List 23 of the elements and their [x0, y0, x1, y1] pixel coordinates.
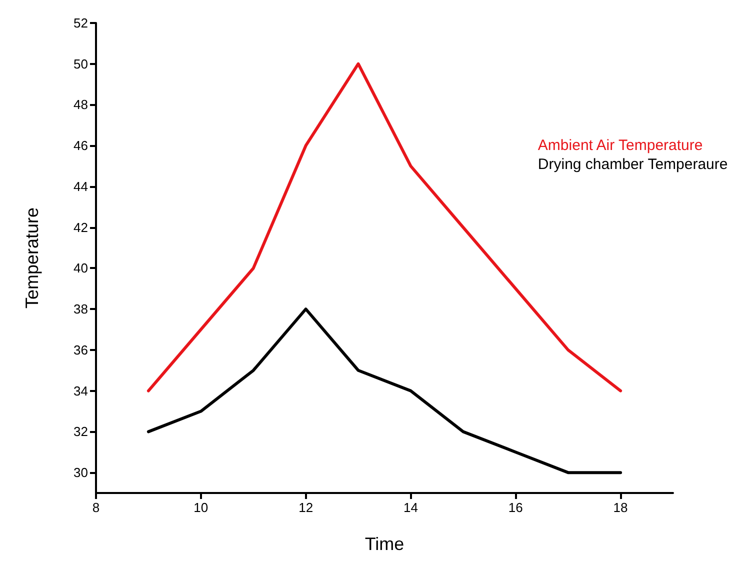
y-tick-label: 44	[74, 178, 88, 194]
x-tick-label: 10	[194, 500, 208, 515]
y-tick-label: 50	[74, 56, 88, 72]
y-tick-label: 42	[74, 220, 88, 235]
x-axis-title: Time	[364, 534, 404, 554]
y-tick-label: 46	[74, 138, 88, 154]
y-tick-label: 36	[74, 342, 88, 358]
x-tick-label: 14	[403, 500, 418, 515]
x-tick-label: 8	[92, 500, 100, 515]
line-series	[146, 308, 622, 474]
y-tick-label: 32	[74, 424, 88, 440]
x-tick-label: 16	[508, 500, 523, 515]
x-tick-label: 12	[298, 500, 314, 515]
text: Drying chamber Temperaure	[538, 156, 728, 173]
y-tick-label: 40	[74, 260, 88, 276]
text: Ambient Air Temperature	[538, 137, 703, 154]
y-tick-label: 30	[74, 465, 88, 480]
y-tick-label: 38	[74, 302, 88, 317]
y-tick-label: 52	[74, 16, 88, 30]
y-axis-title: Temperature	[22, 207, 42, 309]
y-tick-label: 34	[74, 383, 88, 398]
x-tick-label: 18	[613, 500, 628, 515]
y-tick-label: 48	[74, 97, 88, 112]
